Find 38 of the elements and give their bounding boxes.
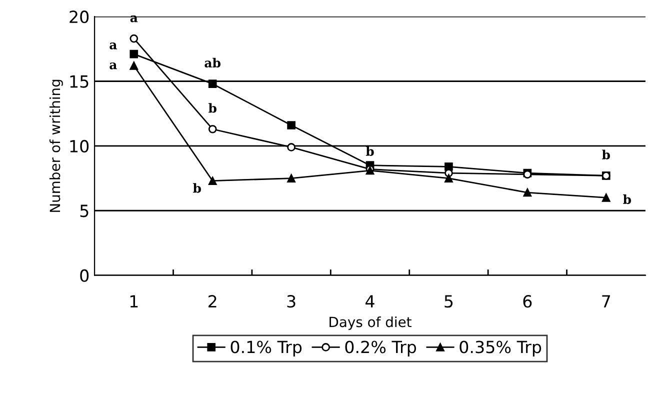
y-tick-label: 20 [70, 10, 89, 24]
x-axis-title: Days of diet [330, 316, 412, 330]
point [287, 121, 296, 130]
point [130, 50, 138, 58]
y-tick-label: 5 [80, 204, 88, 218]
x-tick-label: 6 [523, 295, 532, 308]
annotation: b [193, 183, 201, 193]
annotation: b [208, 103, 216, 113]
annotation: b [602, 150, 610, 160]
point [287, 143, 296, 152]
y-tick-label: 0 [80, 269, 89, 282]
annotation: a [110, 62, 117, 70]
legend-label: 0.2% Trp [345, 340, 416, 357]
point [602, 194, 610, 202]
y-axis-title: Number of writhing [49, 80, 63, 212]
y-tick-label: 10 [70, 140, 89, 153]
annotation: a [110, 42, 117, 50]
point [444, 162, 453, 171]
x-tick-label: 2 [208, 295, 216, 308]
point [287, 174, 296, 182]
x-tick-label: 1 [130, 295, 138, 308]
annotation: b [623, 194, 632, 204]
point [208, 176, 217, 186]
x-tick-label: 4 [366, 295, 374, 308]
legend-label: 0.35% Trp [460, 340, 542, 357]
point [444, 174, 453, 182]
x-tick-label: 5 [444, 295, 453, 308]
annotation: ab [204, 58, 221, 68]
point [130, 62, 138, 70]
point [130, 34, 138, 43]
point [208, 80, 217, 88]
point [523, 188, 532, 197]
y-tick-label: 15 [70, 75, 88, 88]
x-tick-label: 3 [287, 295, 296, 308]
annotation: b [366, 146, 374, 156]
x-tick-label: 7 [602, 295, 610, 308]
legend-label: 0.1% Trp [230, 340, 302, 357]
point [208, 124, 217, 134]
